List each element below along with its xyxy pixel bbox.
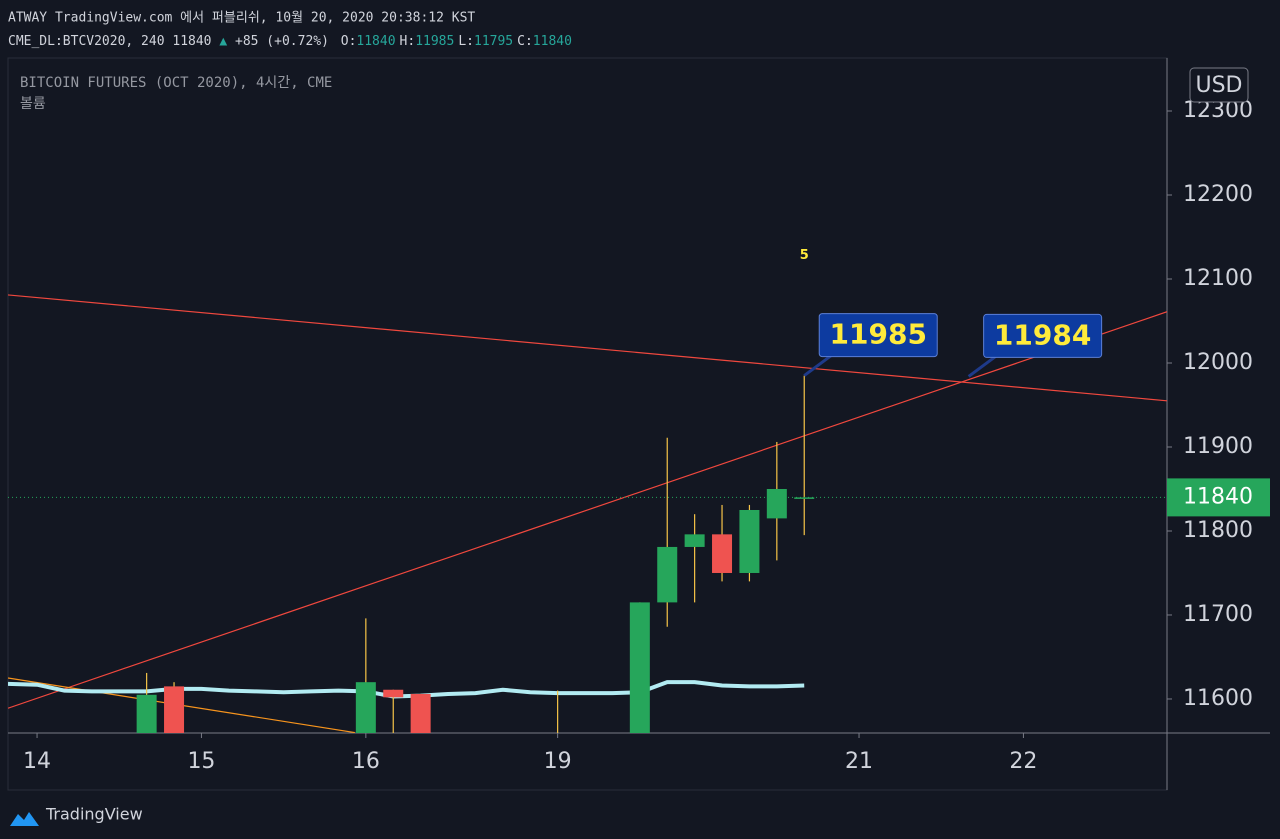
y-tick-label: 12000 [1183, 350, 1253, 375]
ohlc-label: H: [400, 34, 416, 49]
x-tick-label: 15 [187, 749, 215, 774]
pane-subtitle: 볼륨 [20, 96, 46, 112]
candle-body [136, 694, 157, 733]
last: 11840 [172, 34, 211, 49]
currency-button [1189, 67, 1249, 103]
callout-label: 11985 [830, 318, 927, 351]
candle-body [629, 602, 650, 733]
ohlc-value: 11840 [533, 34, 572, 49]
x-tick-label: 16 [352, 749, 380, 774]
callout-pointer [967, 355, 997, 378]
ohlc-label: L: [458, 34, 474, 49]
candle-body [739, 509, 760, 573]
y-tick-label: 11800 [1183, 518, 1253, 543]
candle-body [410, 693, 431, 733]
y-tick-label: 11900 [1183, 434, 1253, 459]
annotation: 5 [800, 248, 809, 263]
candle-body [383, 689, 404, 698]
candle-body [355, 682, 376, 733]
y-tick-label: 11700 [1183, 602, 1253, 627]
candle-body [657, 546, 678, 603]
symbol: CME_DL:BTCV2020, 240 [8, 34, 165, 49]
ohlc-value: 11985 [415, 34, 454, 49]
trendline [8, 311, 1167, 709]
callout-box [983, 313, 1103, 358]
brand: TradingView [45, 805, 143, 824]
candle-body [794, 497, 815, 499]
arrow: ▲ [219, 34, 227, 49]
callout-box [818, 313, 938, 358]
change: +85 (+0.72%) [235, 34, 329, 49]
y-tick-label: 12200 [1183, 182, 1253, 207]
last-price-box [1167, 478, 1270, 517]
currency-label: USD [1195, 73, 1242, 98]
pane-frame [7, 57, 1168, 791]
candle-body [712, 534, 733, 573]
ohlc-label: O: [341, 34, 357, 49]
callout-pointer [803, 354, 833, 377]
trendline [8, 294, 1167, 402]
brand-logo [10, 812, 39, 826]
pane-title: BITCOIN FUTURES (OCT 2020), 4시간, CME [20, 75, 332, 91]
symbol-line: CME_DL:BTCV2020, 240 11840 ▲ +85 (+0.72%… [8, 34, 572, 49]
published: ATWAY TradingView.com 에서 퍼블리쉬, 10월 20, 2… [8, 11, 475, 26]
candle-body [164, 686, 185, 733]
ohlc-value: 11840 [356, 34, 395, 49]
x-tick-label: 21 [845, 749, 873, 774]
x-tick-label: 22 [1009, 749, 1037, 774]
ohlc-label: C: [517, 34, 533, 49]
x-tick-label: 19 [544, 749, 572, 774]
ohlc-value: 11795 [474, 34, 513, 49]
callout-label: 11984 [994, 318, 1091, 351]
y-tick-label: 12100 [1183, 266, 1253, 291]
candle-body [766, 488, 787, 519]
volume-ma [8, 680, 805, 699]
y-tick-label: 11600 [1183, 686, 1253, 711]
plot [8, 294, 1167, 733]
x-tick-label: 14 [23, 749, 51, 774]
last-price-label: 11840 [1183, 484, 1253, 509]
candle-body [684, 534, 705, 547]
